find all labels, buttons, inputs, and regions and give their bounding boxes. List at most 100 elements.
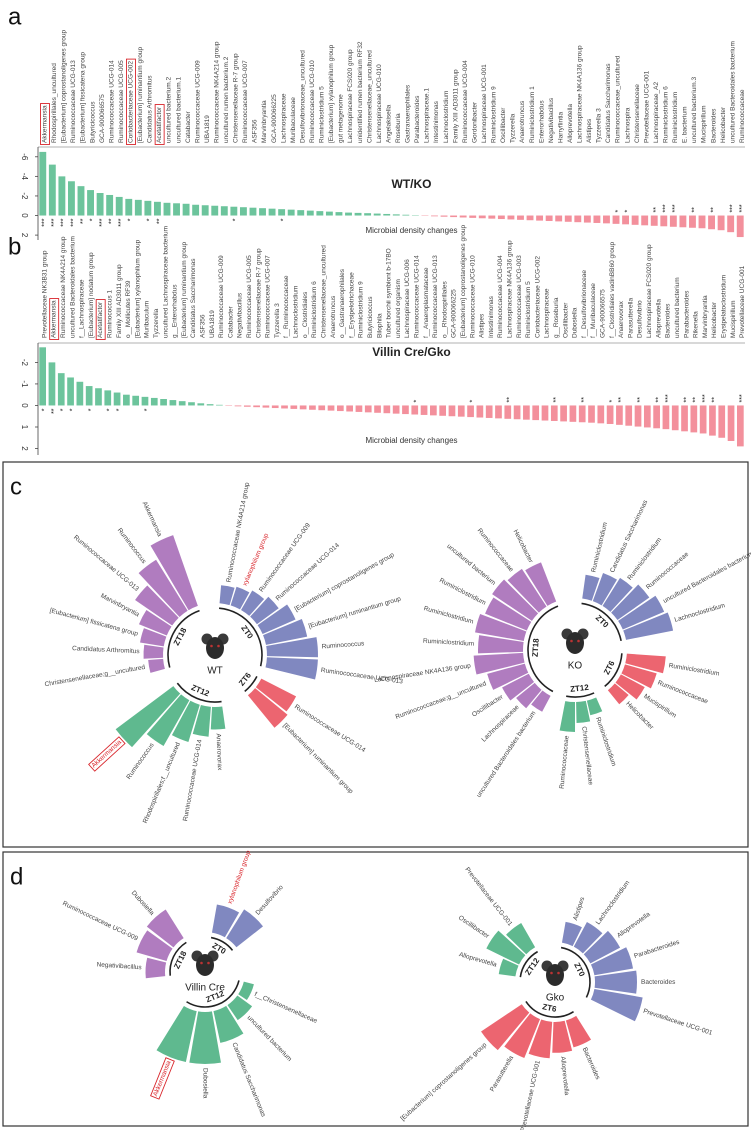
bar	[612, 215, 620, 224]
category-label-group: Ruminiclostridium 9	[491, 86, 498, 143]
significance-mark: *	[60, 408, 67, 411]
category-label: Desulfovibrionaceae_uncultured	[299, 50, 306, 143]
category-label-group: ASF356	[252, 119, 259, 143]
bar	[95, 388, 102, 406]
category-label-group: uncultured organism	[395, 279, 402, 338]
bar	[39, 347, 47, 406]
category-label: Ruminococcaceae UCG-013	[70, 60, 77, 143]
bar	[526, 215, 534, 221]
radial-bar	[150, 535, 198, 611]
bar	[262, 405, 270, 408]
taxon-label-group: Ruminococcus	[321, 640, 365, 650]
significance-mark: ***	[739, 204, 746, 212]
category-label-group: Lachnospiraceae UCG-006	[404, 259, 411, 338]
category-label-group: Christensenellaceae_uncultured	[366, 50, 373, 143]
bar	[662, 405, 670, 430]
category-label-group: Christensenellaceae R-7 group	[255, 248, 262, 338]
mouse-eye	[200, 961, 203, 965]
category-label: o__Mollicutes RF39	[125, 280, 132, 338]
bar	[507, 215, 515, 220]
category-label: f__Lachnospiraceae	[79, 279, 86, 338]
panel-c-frame	[2, 461, 749, 848]
category-label: GCA-900066575	[99, 94, 106, 143]
bar	[478, 215, 486, 219]
category-label: [Eubacterium] xylanophilum group	[134, 239, 141, 338]
significance-mark: **	[693, 397, 700, 403]
category-label-group: uncultured bacterium.3	[691, 76, 698, 143]
category-label-group: Acetatifactor	[154, 104, 165, 145]
bar	[150, 397, 158, 406]
y-tick-label: 2	[20, 446, 29, 451]
mouse-eye	[217, 644, 220, 648]
radial-bar	[146, 909, 184, 948]
radial-bar	[583, 930, 621, 964]
category-label-group: Lachnospiraceae.1	[424, 88, 431, 143]
category-label: Alistipes	[586, 118, 593, 143]
radial-bar	[516, 682, 542, 709]
bar	[125, 198, 133, 216]
category-label-group: Coriobacteriaceae UCG-002	[126, 58, 136, 145]
significance-mark: ***	[42, 218, 49, 226]
bar	[239, 207, 247, 216]
category-label-group: Negativibacillus	[548, 97, 555, 143]
label-box	[88, 736, 126, 772]
category-label-group: Dubosiella	[572, 307, 579, 338]
bar	[653, 405, 660, 429]
bar	[597, 405, 605, 424]
category-label: Acetatifactor	[156, 106, 163, 143]
category-label-group: Ruminococcaceae UCG-014	[413, 255, 420, 338]
category-label: Ruminococcaceae UCG-009	[194, 60, 201, 143]
category-label-group: Prevotellaceae UCG-001	[643, 70, 650, 143]
taxon-label: Anaerovorax	[215, 733, 224, 771]
bar	[144, 200, 152, 216]
bar	[374, 405, 381, 413]
category-label: [Eubacterium] coprostanoligenes group	[61, 30, 68, 143]
category-label-group: Ruminococcaceae UCG-014	[108, 60, 115, 143]
bar	[420, 405, 428, 415]
bar	[325, 211, 333, 216]
category-label-group: Coriobacteriaceae UCG-002	[534, 256, 541, 338]
category-label: Bilophila	[376, 313, 383, 338]
bar	[163, 202, 171, 216]
category-label: Ruminococcus 1	[106, 290, 113, 338]
significance-mark: **	[618, 397, 625, 403]
taxon-label-group: Anaerovorax	[215, 733, 224, 771]
bar	[192, 204, 200, 216]
group-arc	[244, 675, 258, 693]
category-label: Lachnospiraceae UCG-010	[376, 64, 383, 143]
category-label: Intestinimonas	[488, 295, 495, 338]
mouse-eye	[577, 639, 580, 643]
y-tick-label: 0	[20, 213, 29, 218]
bar	[622, 215, 630, 225]
category-label: [Eubacterium] coprostanoligenes group	[460, 225, 467, 338]
category-label-group: Helicobacter	[720, 106, 727, 143]
bar	[698, 215, 706, 229]
category-label: Akkermansia	[51, 300, 58, 338]
category-label: gut metagenome	[338, 94, 345, 143]
category-label-group: Desulfovibrionaceae_uncultured	[299, 50, 306, 143]
category-label-group: Candidatus Saccharimonas	[605, 63, 612, 143]
category-label: Parasutterella	[627, 298, 634, 338]
group-label: ZT12	[570, 683, 590, 694]
radial-bar	[486, 930, 526, 965]
category-label: Ruminococcaceae UCG-007	[242, 60, 249, 143]
category-label: o__Gastranaerophilales	[339, 268, 346, 338]
y-tick-label: 1	[20, 425, 29, 430]
bar	[564, 215, 572, 222]
significance-mark: *	[128, 218, 135, 221]
category-label-group: Bacteroides	[665, 303, 672, 338]
category-label-group: [Eubacterium] xylanophilum group	[134, 239, 141, 338]
category-label-group: g__Roseburia	[553, 297, 560, 338]
significance-mark: *	[615, 210, 622, 213]
bar	[430, 405, 437, 416]
category-label-group: Prevotellaceae UCG-001	[739, 265, 746, 338]
bar	[606, 405, 614, 424]
significance-mark: ***	[99, 218, 106, 226]
radial-bar	[498, 958, 519, 977]
radial-bar	[531, 690, 551, 712]
mouse-eye	[210, 644, 213, 648]
bar	[287, 209, 295, 216]
significance-mark: ***	[51, 218, 58, 226]
category-label-group: Ruminococcaceae UCG-003	[516, 255, 523, 338]
